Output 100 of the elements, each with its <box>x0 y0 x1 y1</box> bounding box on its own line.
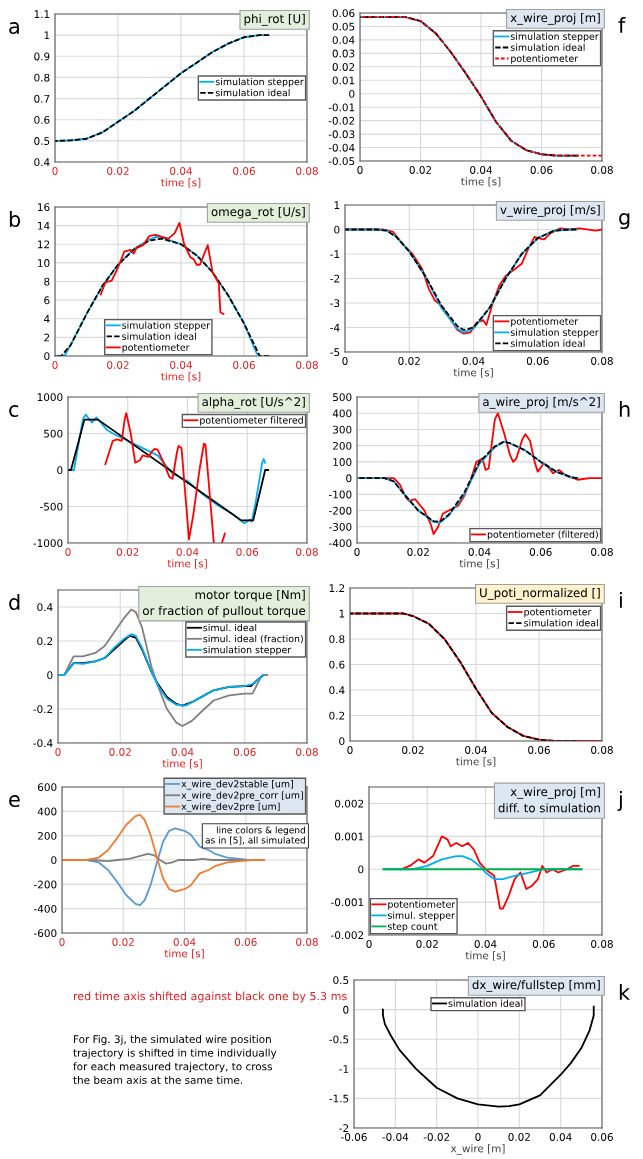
x-tick-label: 0.08 <box>296 548 318 556</box>
y-tick-label: 0.06 <box>332 9 355 18</box>
y-tick-label: 0.8 <box>34 73 50 82</box>
legend-label: simulation ideal <box>510 339 585 347</box>
x-tick-label: 0.06 <box>234 938 257 946</box>
x-tick-label: 0.02 <box>508 1133 530 1141</box>
y-tick-label: -2 <box>330 274 340 283</box>
x-tick-label: 0.02 <box>409 166 432 174</box>
chart-title: a_wire_proj [m/s^2] <box>483 397 600 409</box>
y-tick-label: -0.2 <box>33 705 53 714</box>
y-tick-label: -0.002 <box>331 931 364 940</box>
y-tick-label: 0 <box>334 225 340 234</box>
x-tick-label: 0.08 <box>296 361 318 369</box>
x-axis-title: x_wire [m] <box>450 1144 505 1155</box>
legend-label: potentiometer <box>388 900 456 910</box>
x-tick-label: -0.02 <box>423 1133 450 1141</box>
y-tick-label: 0.5 <box>34 137 50 145</box>
y-tick-label: 100 <box>333 458 352 466</box>
text: i <box>619 591 622 608</box>
x-tick-label: 0.04 <box>470 166 493 174</box>
chart-title: omega_rot [U/s] <box>211 207 305 219</box>
y-tick-label: 14 <box>38 221 50 230</box>
x-tick-label: 0 <box>475 1133 481 1141</box>
y-tick-label: 0.05 <box>332 22 355 31</box>
x-tick-label: 0.06 <box>233 361 255 369</box>
x-tick-label: 0.04 <box>465 746 488 754</box>
legend-label: step count <box>387 923 438 932</box>
y-tick-label: 0.001 <box>335 832 364 841</box>
legend-label: x_wire_dev2pre_corr [um] <box>181 791 303 801</box>
text: a <box>9 22 19 35</box>
text: motor torque [Nm] or fraction of pullout torque <box>142 590 306 618</box>
y-tick-label: 0.7 <box>34 94 50 103</box>
x-axis-title: time [s] <box>461 177 501 187</box>
y-tick-label: -100 <box>329 490 352 499</box>
legend-label: simulation stepper <box>122 321 211 331</box>
x-tick-label: -0.06 <box>341 1133 367 1141</box>
y-tick-label: 300 <box>333 425 352 434</box>
y-tick-label: 0.4 <box>34 158 50 167</box>
y-tick-label: 0.6 <box>329 660 345 669</box>
chart-title: v_wire_proj [m/s] <box>500 205 600 217</box>
x-axis-title: time [s] <box>453 368 493 378</box>
x-tick-label: 0.08 <box>591 940 613 948</box>
x-tick-label: 0.06 <box>236 548 259 556</box>
line-series <box>99 221 225 315</box>
y-tick-label: 0 <box>343 1005 349 1014</box>
legend-label: x_wire_dev2stable [um] <box>181 780 293 790</box>
legend-label: simulation ideal <box>510 43 585 51</box>
legend-label: simulation stepper <box>510 32 599 42</box>
y-tick-label: 600 <box>37 783 57 792</box>
x-tick-label: 0.02 <box>107 361 129 369</box>
y-tick-label: 0 <box>47 671 53 680</box>
y-tick-label: 0.04 <box>332 36 355 45</box>
y-tick-label: 200 <box>38 831 57 840</box>
x-tick-label: 0 <box>366 940 372 948</box>
x-tick-label: -0.04 <box>382 1133 409 1141</box>
x-tick-label: 0 <box>65 548 71 556</box>
y-tick-label: -1 <box>339 1065 349 1073</box>
x-tick-label: 0.02 <box>109 748 131 756</box>
y-tick-label: 0.02 <box>332 63 355 71</box>
legend-label: simulation ideal <box>524 619 598 627</box>
y-tick-label: 400 <box>332 409 352 418</box>
x-tick-label: 0.04 <box>170 167 193 175</box>
y-tick-label: -400 <box>34 904 57 913</box>
y-tick-label: 200 <box>333 441 352 450</box>
y-tick-label: -300 <box>329 523 352 531</box>
chart-title: U_poti_normalized [] <box>480 588 600 600</box>
y-tick-label: 1000 <box>37 393 63 402</box>
x-tick-label: 0.02 <box>112 938 134 946</box>
text: d <box>9 593 20 611</box>
legend-label: potentiometer <box>524 608 592 618</box>
y-tick-label: 0 <box>339 737 345 746</box>
x-tick-label: 0.06 <box>526 357 549 365</box>
legend-label: simul. stepper <box>387 911 455 921</box>
y-tick-label: 0 <box>57 466 63 475</box>
x-tick-label: 0.06 <box>233 167 255 175</box>
x-axis-title: time [s] <box>167 559 207 569</box>
y-tick-label: 500 <box>44 429 63 438</box>
legend-label: potentiometer <box>511 317 579 327</box>
y-tick-label: -0.03 <box>328 130 355 139</box>
legend-label: potentiometer (filtered) <box>487 530 598 540</box>
text: c <box>9 405 19 418</box>
y-tick-label: -1 <box>330 250 340 258</box>
y-tick-label: 4 <box>44 315 50 323</box>
x-tick-label: 0.04 <box>549 1133 572 1141</box>
y-tick-label: -500 <box>40 502 63 511</box>
legend-label: potentiometer <box>511 54 579 64</box>
legend-label: simulation stepper <box>215 77 304 88</box>
legend-label: simul. ideal (fraction) <box>203 634 303 644</box>
y-tick-label: -4 <box>330 323 340 332</box>
x-tick-label: 0.04 <box>176 548 199 556</box>
chart-title: dx_wire/fullstep [mm] <box>472 980 600 992</box>
text: j <box>617 790 622 812</box>
y-tick-label: 1 <box>44 31 50 40</box>
x-axis-title: time [s] <box>162 759 202 769</box>
y-tick-label: 0 <box>51 856 57 865</box>
x-tick-label: 0.02 <box>416 940 438 948</box>
x-tick-label: 0.04 <box>173 938 196 946</box>
y-tick-label: -5 <box>330 348 340 357</box>
x-tick-label: 0.08 <box>591 548 613 556</box>
text: e <box>9 795 20 808</box>
